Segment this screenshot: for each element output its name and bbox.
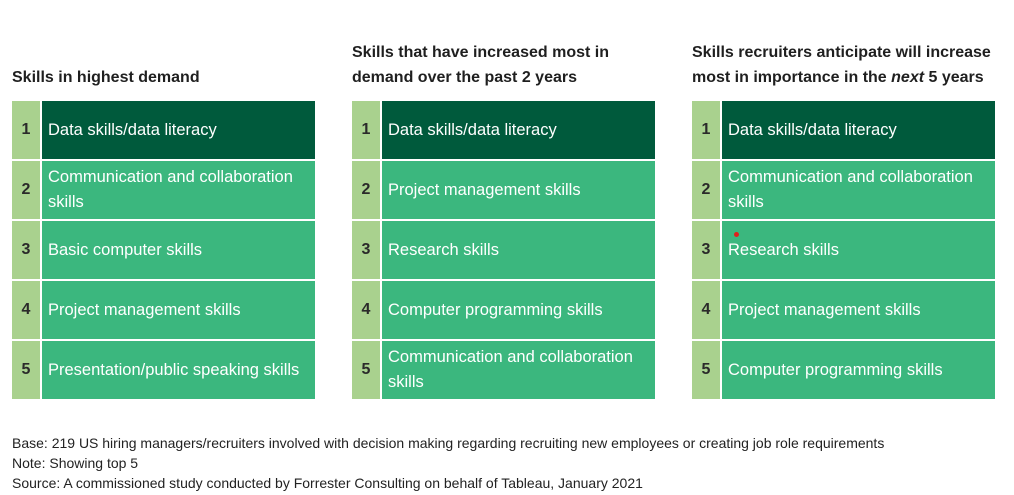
rank-number: 1: [12, 101, 40, 159]
skill-label: Research skills: [722, 221, 995, 279]
skill-row: 3 Research skills: [692, 221, 995, 279]
skill-label: Computer programming skills: [382, 281, 655, 339]
footer-notes: Base: 219 US hiring managers/recruiters …: [12, 433, 884, 493]
marker-dot: [734, 232, 739, 237]
skill-row: 5 Presentation/public speaking skills: [12, 341, 315, 399]
skill-row: 3 Basic computer skills: [12, 221, 315, 279]
skill-label: Data skills/data literacy: [722, 101, 995, 159]
footer-source: Source: A commissioned study conducted b…: [12, 475, 643, 491]
panel-title: Skills that have increased most in deman…: [352, 0, 655, 90]
rank-number: 2: [352, 161, 380, 219]
skill-label: Project management skills: [42, 281, 315, 339]
rank-number: 2: [12, 161, 40, 219]
footer-note: Note: Showing top 5: [12, 455, 139, 471]
panel-title-part: 5 years: [924, 69, 984, 86]
skill-row: 4 Computer programming skills: [352, 281, 655, 339]
rank-number: 1: [692, 101, 720, 159]
rank-number: 2: [692, 161, 720, 219]
panel-title: Skills in highest demand: [12, 0, 315, 90]
skill-row: 4 Project management skills: [692, 281, 995, 339]
rank-number: 5: [352, 341, 380, 399]
skill-label: Communication and collaboration skills: [722, 161, 995, 219]
panel-title: Skills recruiters anticipate will increa…: [692, 0, 995, 90]
rank-number: 1: [352, 101, 380, 159]
rank-number: 4: [352, 281, 380, 339]
skill-label: Data skills/data literacy: [42, 101, 315, 159]
skill-row: 2 Communication and collaboration skills: [12, 161, 315, 219]
rank-number: 5: [692, 341, 720, 399]
skill-label: Presentation/public speaking skills: [42, 341, 315, 399]
skill-label: Communication and collaboration skills: [42, 161, 315, 219]
skill-row: 4 Project management skills: [12, 281, 315, 339]
panel-title-part: Skills recruiters anticipate will increa…: [692, 44, 991, 86]
rank-number: 4: [12, 281, 40, 339]
skill-row: 1 Data skills/data literacy: [352, 101, 655, 159]
skill-label: Data skills/data literacy: [382, 101, 655, 159]
skill-label: Project management skills: [382, 161, 655, 219]
skill-row: 2 Communication and collaboration skills: [692, 161, 995, 219]
rank-number: 5: [12, 341, 40, 399]
rank-number: 3: [692, 221, 720, 279]
skill-label: Computer programming skills: [722, 341, 995, 399]
skill-label: Communication and collaboration skills: [382, 341, 655, 399]
skill-row: 3 Research skills: [352, 221, 655, 279]
skill-row: 5 Computer programming skills: [692, 341, 995, 399]
rank-number: 3: [352, 221, 380, 279]
skill-row: 1 Data skills/data literacy: [692, 101, 995, 159]
rank-number: 4: [692, 281, 720, 339]
footer-base: Base: 219 US hiring managers/recruiters …: [12, 435, 885, 451]
skill-label: Project management skills: [722, 281, 995, 339]
skill-row: 1 Data skills/data literacy: [12, 101, 315, 159]
skill-label: Basic computer skills: [42, 221, 315, 279]
panel-title-part: next: [891, 69, 925, 86]
rank-number: 3: [12, 221, 40, 279]
skill-row: 2 Project management skills: [352, 161, 655, 219]
panel-title-part: Skills that have increased most in deman…: [352, 44, 609, 86]
skill-label: Research skills: [382, 221, 655, 279]
skill-row: 5 Communication and collaboration skills: [352, 341, 655, 399]
panel-title-part: Skills in highest demand: [12, 69, 200, 86]
